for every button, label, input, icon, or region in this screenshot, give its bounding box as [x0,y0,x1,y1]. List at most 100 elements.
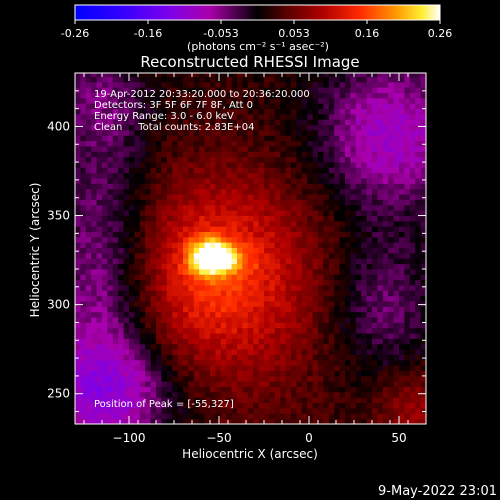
heatmap-cell [291,274,297,281]
heatmap-cell [420,322,426,329]
heatmap-cell [366,183,373,190]
heatmap-cell [150,397,157,404]
heatmap-cell [150,354,157,361]
heatmap-cell [420,204,426,211]
heatmap-cell [134,210,141,216]
heatmap-cell [350,81,357,88]
heatmap-cell [177,317,184,323]
heatmap-cell [156,317,162,323]
heatmap-cell [118,258,124,265]
heatmap-cell [399,274,405,281]
heatmap-cell [361,258,367,265]
heatmap-cell [145,204,151,211]
heatmap-cell [220,418,227,424]
heatmap-cell [269,343,276,350]
heatmap-cell [188,333,195,339]
heatmap-cell [334,295,340,302]
heatmap-cell [285,343,292,350]
heatmap-cell [177,370,184,377]
heatmap-cell [377,391,384,398]
heatmap-cell [247,247,254,254]
heatmap-cell [285,183,292,190]
heatmap-cell [166,333,173,339]
heatmap-cell [312,87,319,93]
heatmap-cell [301,418,308,424]
heatmap-cell [334,413,340,420]
heatmap-cell [75,252,81,259]
heatmap-cell [399,279,405,286]
heatmap-cell [204,162,211,168]
heatmap-cell [96,146,103,152]
heatmap-cell [75,381,81,387]
heatmap-cell [366,268,373,275]
heatmap-cell [145,349,151,355]
heatmap-cell [118,375,124,382]
heatmap-cell [237,204,243,211]
heatmap-cell [323,92,330,99]
heatmap-cell [269,386,276,393]
heatmap-cell [161,151,168,158]
heatmap-cell [139,92,146,99]
heatmap-cell [355,124,362,131]
heatmap-cell [107,188,114,195]
heatmap-cell [264,418,270,424]
heatmap-cell [372,188,378,195]
heatmap-cell [226,274,232,281]
heatmap-cell [80,285,87,291]
heatmap-cell [415,274,421,281]
heatmap-cell [91,365,97,371]
heatmap-cell [183,386,189,393]
heatmap-cell [156,252,162,259]
heatmap-cell [409,108,416,115]
heatmap-cell [393,199,400,206]
heatmap-cell [102,220,108,227]
heatmap-cell [96,413,103,420]
heatmap-cell [172,76,178,83]
heatmap-cell [339,317,346,323]
heatmap-cell [323,252,330,259]
heatmap-cell [264,359,270,366]
heatmap-cell [382,397,389,404]
heatmap-cell [280,226,286,232]
heatmap-cell [172,151,178,158]
heatmap-cell [199,146,205,152]
heatmap-cell [129,194,135,200]
heatmap-cell [296,210,303,216]
heatmap-cell [323,349,330,355]
heatmap-cell [264,258,270,265]
heatmap-cell [301,119,308,126]
heatmap-cell [215,322,222,329]
heatmap-cell [129,73,135,77]
heatmap-cell [242,365,249,371]
heatmap-cell [274,113,281,120]
heatmap-cell [355,391,362,398]
heatmap-cell [247,140,254,147]
heatmap-cell [75,397,81,404]
heatmap-cell [161,268,168,275]
heatmap-cell [409,236,416,243]
heatmap-cell [204,317,211,323]
heatmap-cell [226,242,232,249]
heatmap-cell [134,124,141,131]
heatmap-cell [318,226,324,232]
heatmap-cell [361,156,367,163]
heatmap-cell [253,210,259,216]
heatmap-cell [399,247,405,254]
heatmap-cell [404,172,411,179]
heatmap-cell [350,97,357,104]
heatmap-cell [215,381,222,387]
heatmap-cell [80,183,87,190]
heatmap-cell [291,226,297,232]
heatmap-cell [242,407,249,414]
heatmap-cell [199,226,205,232]
heatmap-cell [318,135,324,142]
heatmap-cell [231,242,238,249]
heatmap-cell [102,226,108,232]
heatmap-cell [91,151,97,158]
heatmap-cell [388,215,394,222]
heatmap-cell [226,140,232,147]
heatmap-cell [355,333,362,339]
heatmap-cell [280,301,286,307]
heatmap-cell [161,183,168,190]
heatmap-cell [199,290,205,297]
